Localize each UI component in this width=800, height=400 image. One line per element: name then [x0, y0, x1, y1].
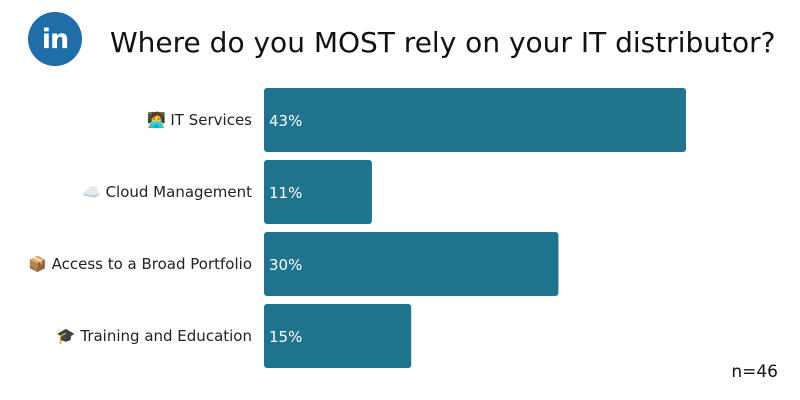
bar-2 — [264, 232, 559, 296]
category-label-1: ☁️ Cloud Management — [82, 183, 252, 201]
bar-0 — [264, 88, 686, 152]
sample-size-label: n=46 — [731, 362, 778, 382]
linkedin-icon: in — [41, 23, 70, 55]
value-label-2: 30% — [269, 256, 302, 274]
value-label-0: 43% — [269, 112, 302, 130]
bar-1 — [264, 160, 372, 224]
category-label-3: 🎓 Training and Education — [57, 327, 252, 345]
value-label-3: 15% — [269, 328, 302, 346]
chart-title: Where do you MOST rely on your IT distri… — [110, 26, 776, 59]
value-label-1: 11% — [269, 184, 302, 202]
category-label-2: 📦 Access to a Broad Portfolio — [28, 255, 252, 273]
category-label-0: 🧑‍💻 IT Services — [147, 110, 252, 129]
linkedin-logo: in — [28, 12, 82, 66]
bar-3 — [264, 304, 412, 368]
